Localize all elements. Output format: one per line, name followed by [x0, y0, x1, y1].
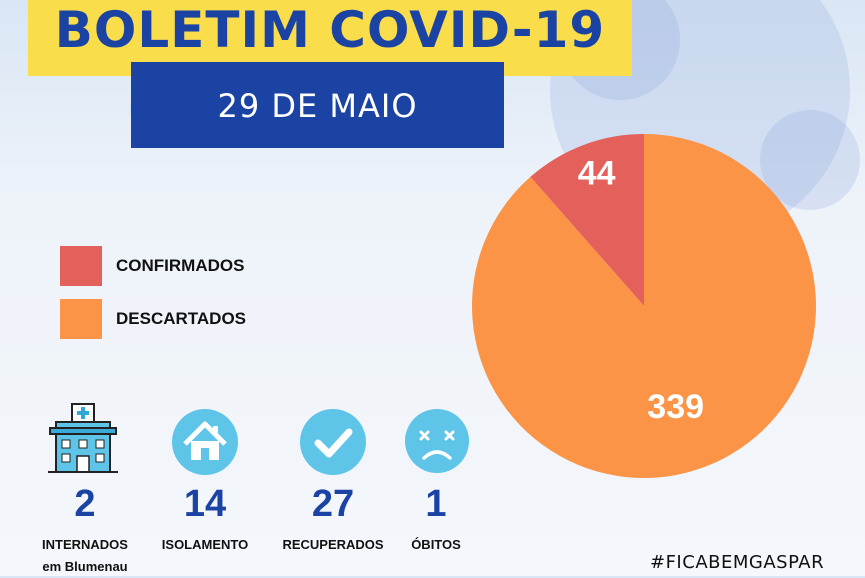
stat-label-internados-title: INTERNADOS	[42, 537, 128, 552]
stat-label-isolamento: ISOLAMENTO	[161, 537, 249, 552]
stat-value-obitos: 1	[425, 483, 447, 525]
stat-label-obitos: ÓBITOS	[411, 537, 461, 552]
hospital-icon	[48, 403, 118, 473]
legend-label-confirmados: CONFIRMADOS	[116, 256, 245, 275]
pie-label-descartados: 339	[647, 388, 704, 426]
house-icon	[172, 409, 238, 475]
stat-sublabel-internados: em Blumenau	[42, 559, 128, 574]
check-icon	[300, 409, 366, 475]
report-date: 29 DE MAIO	[217, 87, 418, 125]
pie-slice-confirmados	[530, 134, 644, 306]
stat-value-internados: 2	[74, 483, 96, 525]
legend-label-descartados: DESCARTADOS	[116, 309, 247, 328]
legend-swatch-descartados	[60, 299, 102, 339]
stat-label-internados: INTERNADOS em Blumenau	[20, 534, 150, 578]
date-banner: 29 DE MAIO	[131, 62, 504, 148]
hashtag: #FICABEMGASPAR	[650, 552, 825, 573]
stat-value-isolamento: 14	[183, 483, 227, 525]
stat-label-recuperados: RECUPERADOS	[282, 537, 384, 552]
stat-value-recuperados: 27	[311, 483, 355, 525]
pie-label-confirmados: 44	[578, 154, 616, 192]
page-title: BOLETIM COVID-19	[54, 1, 606, 59]
sad-face-icon	[405, 409, 469, 473]
pie-slice-descartados	[472, 134, 816, 479]
legend-swatch-confirmados	[60, 246, 102, 286]
